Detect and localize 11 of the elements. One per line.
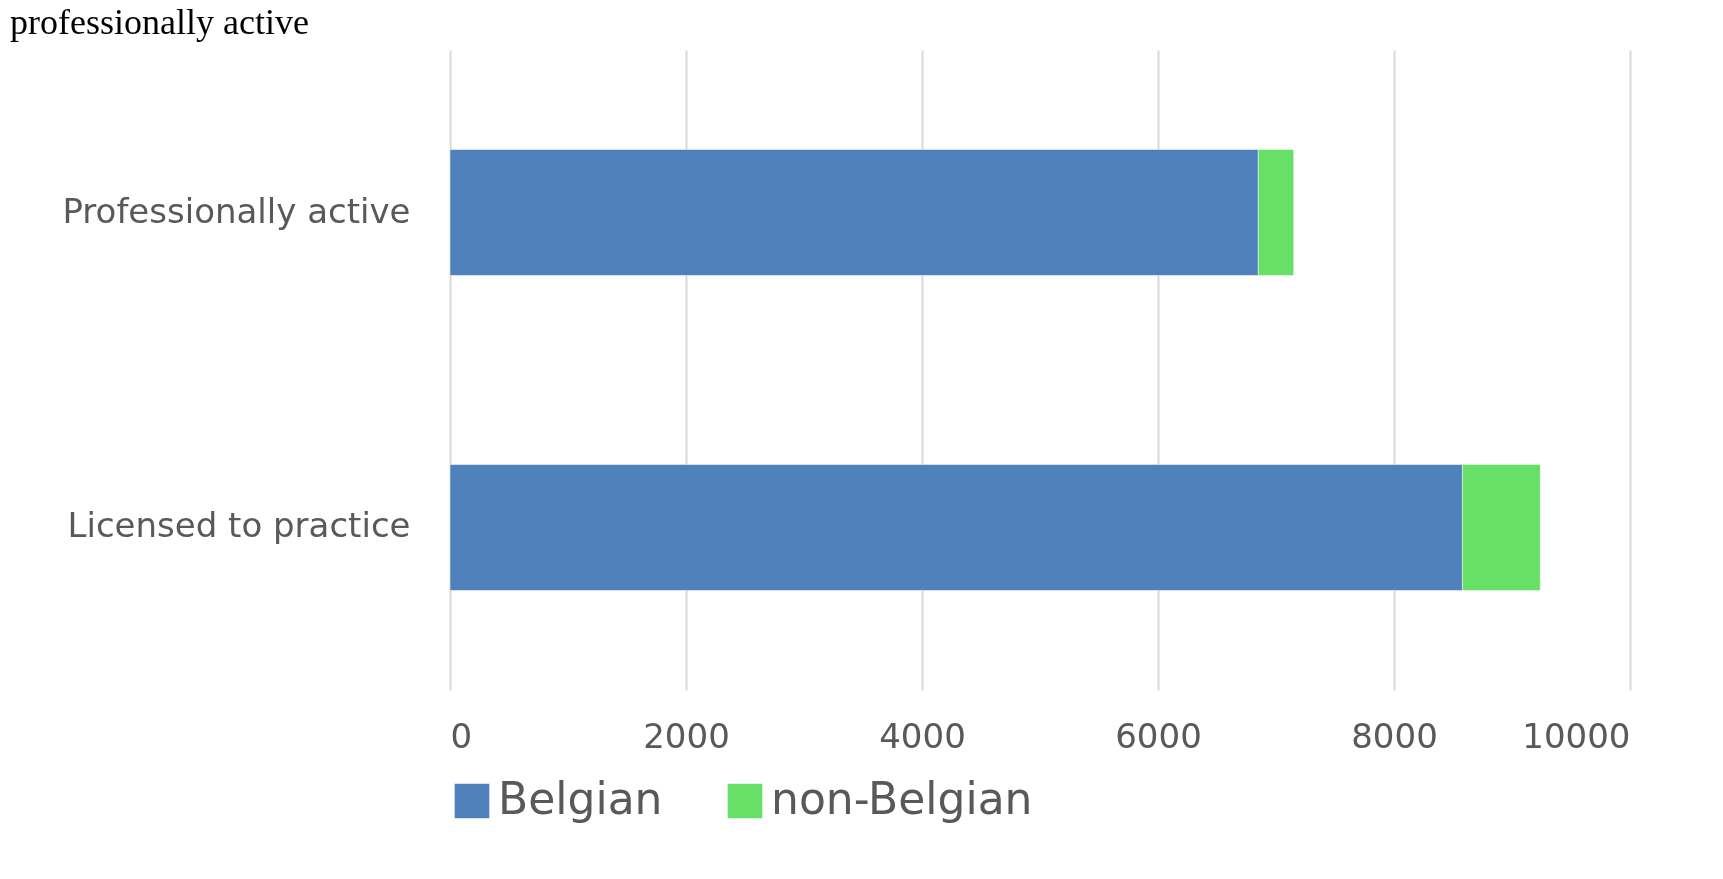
x-tick-label: 0 (450, 715, 473, 756)
legend-label: non-Belgian (771, 773, 1033, 824)
y-tick-label: Professionally active (62, 190, 411, 231)
y-tick-label: Licensed to practice (67, 505, 411, 546)
x-tick-label: 2000 (643, 715, 730, 756)
x-tick-label: 10000 (1522, 715, 1631, 756)
legend-label: Belgian (498, 773, 663, 824)
x-tick-label: 8000 (1351, 715, 1438, 756)
text: professionally active (10, 2, 309, 42)
x-tick-label: 6000 (1115, 715, 1202, 756)
x-tick-label: 4000 (879, 715, 966, 756)
